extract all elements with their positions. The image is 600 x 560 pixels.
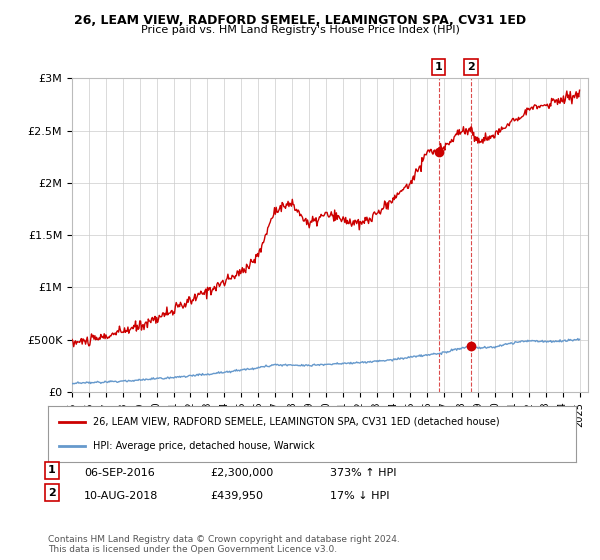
Text: Contains HM Land Registry data © Crown copyright and database right 2024.
This d: Contains HM Land Registry data © Crown c… xyxy=(48,535,400,554)
Text: 26, LEAM VIEW, RADFORD SEMELE, LEAMINGTON SPA, CV31 1ED (detached house): 26, LEAM VIEW, RADFORD SEMELE, LEAMINGTO… xyxy=(93,417,500,427)
Text: 26, LEAM VIEW, RADFORD SEMELE, LEAMINGTON SPA, CV31 1ED: 26, LEAM VIEW, RADFORD SEMELE, LEAMINGTO… xyxy=(74,14,526,27)
Text: 06-SEP-2016: 06-SEP-2016 xyxy=(84,468,155,478)
Text: 17% ↓ HPI: 17% ↓ HPI xyxy=(330,491,389,501)
Text: £439,950: £439,950 xyxy=(210,491,263,501)
Text: 10-AUG-2018: 10-AUG-2018 xyxy=(84,491,158,501)
Text: 2: 2 xyxy=(48,488,56,498)
Text: 1: 1 xyxy=(48,465,56,475)
Text: 2: 2 xyxy=(467,62,475,72)
Text: 1: 1 xyxy=(435,62,442,72)
Text: Price paid vs. HM Land Registry's House Price Index (HPI): Price paid vs. HM Land Registry's House … xyxy=(140,25,460,35)
Text: 373% ↑ HPI: 373% ↑ HPI xyxy=(330,468,397,478)
Text: HPI: Average price, detached house, Warwick: HPI: Average price, detached house, Warw… xyxy=(93,441,314,451)
Text: £2,300,000: £2,300,000 xyxy=(210,468,273,478)
